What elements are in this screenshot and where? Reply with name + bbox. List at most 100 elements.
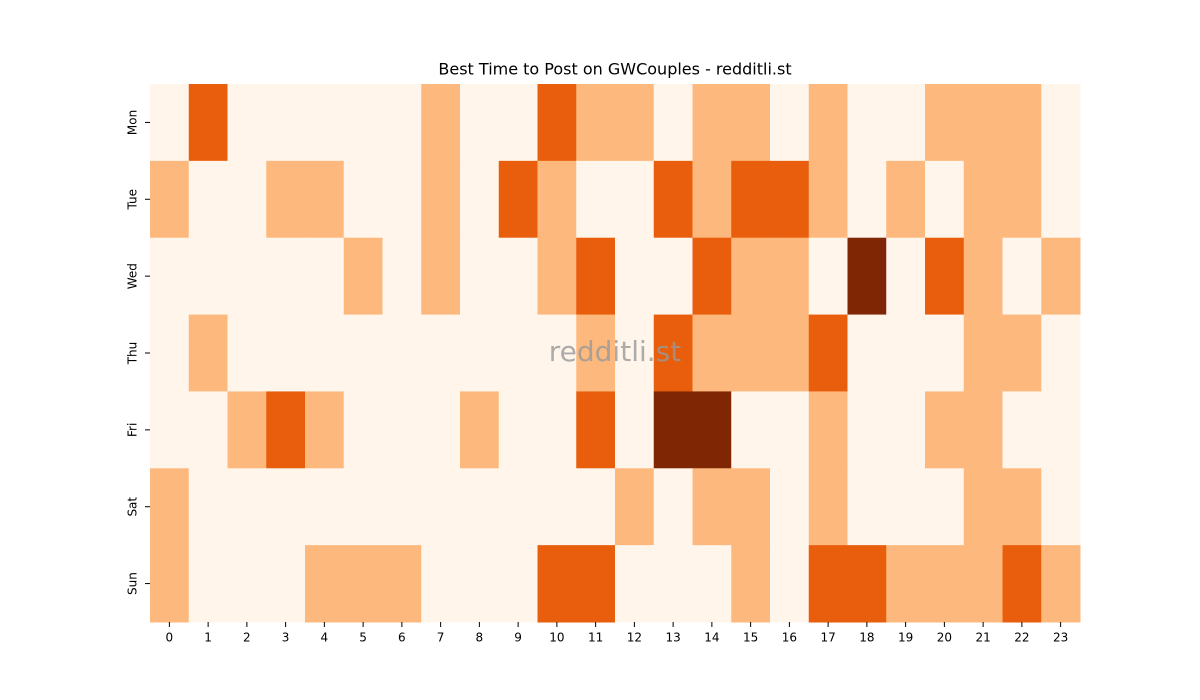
heatmap-cell <box>343 237 383 316</box>
x-tick-label: 19 <box>898 631 913 645</box>
heatmap-cell <box>1002 391 1042 469</box>
heatmap-cell <box>343 468 383 546</box>
heatmap-cell <box>886 314 926 392</box>
heatmap-cell <box>266 468 306 546</box>
heatmap-cell <box>653 468 693 546</box>
heatmap-cell <box>731 237 771 316</box>
heatmap-cell <box>576 391 616 469</box>
heatmap-cell <box>188 84 228 162</box>
x-tick-label: 12 <box>627 631 642 645</box>
heatmap-cell <box>537 545 577 623</box>
heatmap-cell <box>886 237 926 316</box>
heatmap-cell <box>615 160 655 239</box>
heatmap-cell <box>653 84 693 162</box>
x-tick-label: 4 <box>321 631 329 645</box>
heatmap-cell <box>498 237 538 316</box>
heatmap-cell <box>808 160 848 239</box>
heatmap-cell <box>188 314 228 392</box>
heatmap-cell <box>305 160 345 239</box>
heatmap-cell <box>343 545 383 623</box>
heatmap-cell <box>1041 160 1081 239</box>
heatmap-cell <box>963 468 1003 546</box>
heatmap-cell <box>692 160 732 239</box>
heatmap-cell <box>537 160 577 239</box>
heatmap-cell <box>1002 468 1042 546</box>
heatmap-cell <box>1041 391 1081 469</box>
x-tick-label: 3 <box>282 631 290 645</box>
heatmap-cell <box>692 391 732 469</box>
chart-title: Best Time to Post on GWCouples - redditl… <box>438 60 791 79</box>
heatmap-cell <box>615 314 655 392</box>
x-tick-label: 8 <box>476 631 484 645</box>
heatmap-cell <box>731 160 771 239</box>
heatmap-cell <box>1002 160 1042 239</box>
heatmap-cell <box>305 237 345 316</box>
x-tick-label: 23 <box>1053 631 1068 645</box>
x-tick-label: 22 <box>1014 631 1029 645</box>
heatmap-cell <box>653 237 693 316</box>
heatmap-cell <box>188 391 228 469</box>
heatmap-cell <box>382 237 422 316</box>
heatmap-cell <box>227 84 267 162</box>
x-tick-label: 7 <box>437 631 445 645</box>
heatmap-cell <box>460 545 500 623</box>
heatmap-cell <box>731 391 771 469</box>
watermark: redditli.st <box>549 335 681 368</box>
heatmap-cell <box>537 468 577 546</box>
heatmap-cell <box>692 545 732 623</box>
heatmap-cell <box>421 468 461 546</box>
heatmap-cell <box>1041 314 1081 392</box>
heatmap-cell <box>266 545 306 623</box>
heatmap-cell <box>150 314 190 392</box>
heatmap-cell <box>653 160 693 239</box>
heatmap-cell <box>305 468 345 546</box>
heatmap-cell <box>460 160 500 239</box>
heatmap-cell <box>150 84 190 162</box>
heatmap-cell <box>886 391 926 469</box>
heatmap-cell <box>692 84 732 162</box>
heatmap-cell <box>653 391 693 469</box>
x-tick-label: 11 <box>588 631 603 645</box>
heatmap-cell <box>963 314 1003 392</box>
heatmap-cell <box>150 160 190 239</box>
heatmap-cell <box>731 468 771 546</box>
heatmap-cell <box>150 545 190 623</box>
heatmap-cell <box>731 84 771 162</box>
heatmap-cell <box>576 468 616 546</box>
x-tick-label: 17 <box>820 631 835 645</box>
heatmap-cell <box>343 84 383 162</box>
x-tick-label: 15 <box>743 631 758 645</box>
heatmap-cell <box>498 391 538 469</box>
heatmap-cell <box>150 468 190 546</box>
heatmap-cell <box>460 391 500 469</box>
heatmap-cell <box>925 84 965 162</box>
heatmap-cell <box>847 468 887 546</box>
heatmap-cell <box>460 468 500 546</box>
heatmap-cell <box>227 237 267 316</box>
heatmap-cell <box>576 314 616 392</box>
y-tick-label: Tue <box>126 189 140 211</box>
heatmap-cell <box>808 314 848 392</box>
x-tick-label: 18 <box>859 631 874 645</box>
heatmap-cell <box>925 468 965 546</box>
heatmap-cell <box>925 314 965 392</box>
heatmap-cell <box>188 545 228 623</box>
heatmap-cell <box>305 84 345 162</box>
heatmap-cell <box>1041 84 1081 162</box>
heatmap-cell <box>498 314 538 392</box>
heatmap-cell <box>770 545 810 623</box>
heatmap-cell <box>692 468 732 546</box>
heatmap-cell <box>343 160 383 239</box>
heatmap-cell <box>537 84 577 162</box>
heatmap-cell <box>343 391 383 469</box>
heatmap-cell <box>227 468 267 546</box>
heatmap-cell <box>343 314 383 392</box>
heatmap-cell <box>847 545 887 623</box>
heatmap-cell <box>421 237 461 316</box>
heatmap-cell <box>1041 545 1081 623</box>
heatmap-cell <box>847 160 887 239</box>
heatmap-cell <box>925 237 965 316</box>
heatmap-cell <box>615 391 655 469</box>
heatmap-cell <box>808 237 848 316</box>
heatmap-cell <box>576 545 616 623</box>
